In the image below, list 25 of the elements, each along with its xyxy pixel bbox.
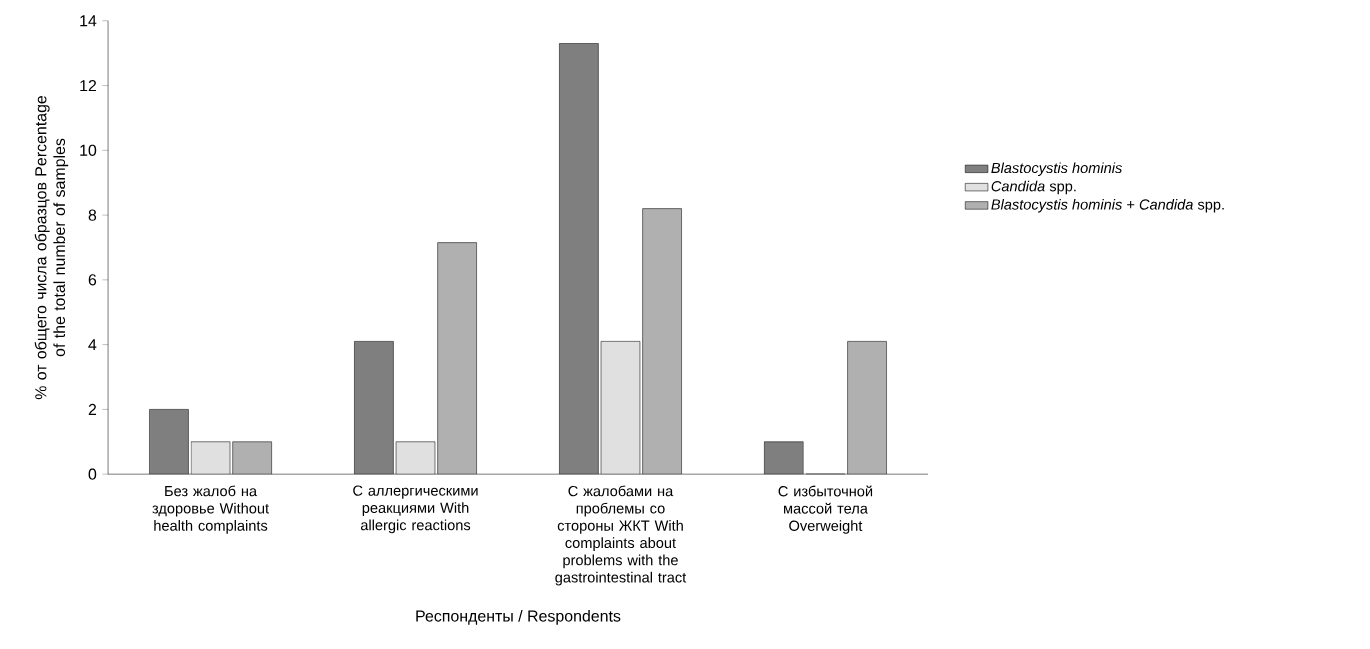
x-tick-label: Без жалоб на здоровье Without health complaints bbox=[152, 485, 269, 534]
y-tick-label: 4 bbox=[88, 339, 97, 351]
legend-label: Candida spp. bbox=[991, 180, 1076, 195]
bar bbox=[354, 341, 394, 475]
bar bbox=[149, 409, 189, 475]
y-tick-label: 2 bbox=[88, 403, 97, 415]
x-tick-label: С избыточной массой тела Overweight bbox=[778, 485, 873, 534]
legend-label: Blastocystis hominis bbox=[991, 162, 1123, 176]
y-tick-label: 0 bbox=[88, 468, 97, 480]
x-tick-label: С аллергическими реакциями With allergic reactions bbox=[353, 485, 478, 534]
x-axis-title: Респонденты / Respondents bbox=[416, 609, 621, 625]
bar bbox=[396, 441, 435, 475]
y-tick-label: 14 bbox=[80, 15, 97, 27]
bar bbox=[191, 441, 231, 475]
bar bbox=[847, 341, 887, 475]
y-tick-label: 10 bbox=[80, 144, 97, 156]
y-tick-label: 8 bbox=[88, 209, 97, 221]
bar bbox=[601, 341, 640, 475]
bar bbox=[764, 441, 804, 475]
x-tick-label: С жалобами на проблемы со стороны ЖКТ With complaints about problems with the gastrointestinal tract bbox=[555, 485, 687, 586]
y-tick-label: 12 bbox=[80, 79, 97, 92]
y-axis-title: % от общего числа образцов Percentage of the total number of samples bbox=[34, 95, 69, 400]
bar bbox=[559, 43, 599, 475]
legend-label: Blastocystis hominis + Candida spp. bbox=[991, 198, 1224, 213]
y-tick-label: 6 bbox=[88, 274, 97, 286]
